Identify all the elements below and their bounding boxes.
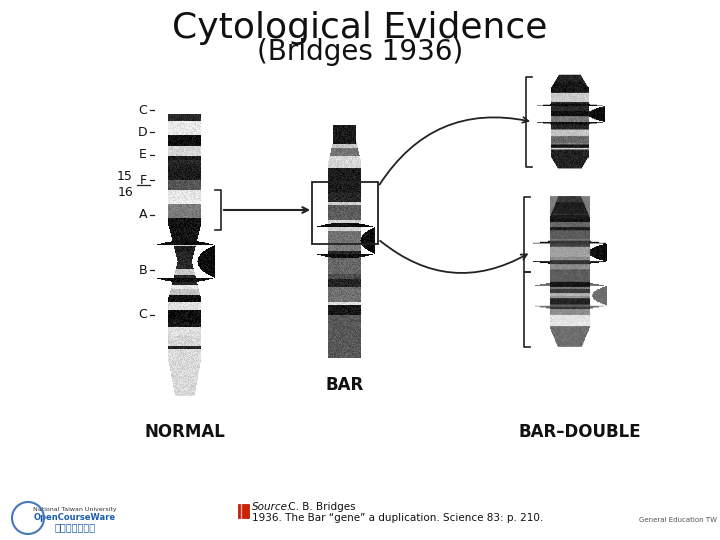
Text: E: E bbox=[139, 148, 147, 161]
Text: B: B bbox=[138, 264, 147, 276]
Bar bbox=[312, 182, 378, 244]
Text: C: C bbox=[138, 308, 147, 321]
Text: BAR–DOUBLE: BAR–DOUBLE bbox=[518, 423, 642, 441]
Text: A: A bbox=[138, 208, 147, 221]
Text: 16: 16 bbox=[117, 186, 133, 199]
Text: National Taiwan University: National Taiwan University bbox=[33, 508, 117, 512]
Text: 台大開放式課程: 台大開放式課程 bbox=[55, 522, 96, 532]
Bar bbox=[238, 504, 249, 518]
Text: BAR: BAR bbox=[326, 376, 364, 394]
Text: C: C bbox=[138, 104, 147, 117]
Text: (Bridges 1936): (Bridges 1936) bbox=[257, 38, 463, 66]
Text: D: D bbox=[138, 125, 147, 138]
Text: OpenCourseWare: OpenCourseWare bbox=[34, 514, 116, 523]
Text: General Education TW: General Education TW bbox=[639, 517, 717, 523]
Text: 15: 15 bbox=[117, 171, 133, 184]
Text: 1936. The Bar “gene” a duplication. Science 83: p. 210.: 1936. The Bar “gene” a duplication. Scie… bbox=[252, 513, 544, 523]
Text: NORMAL: NORMAL bbox=[145, 423, 225, 441]
Text: F: F bbox=[140, 173, 147, 186]
Text: Source:: Source: bbox=[252, 502, 292, 512]
Text: Cytological Evidence: Cytological Evidence bbox=[172, 11, 548, 45]
Text: C. B. Bridges: C. B. Bridges bbox=[285, 502, 356, 512]
